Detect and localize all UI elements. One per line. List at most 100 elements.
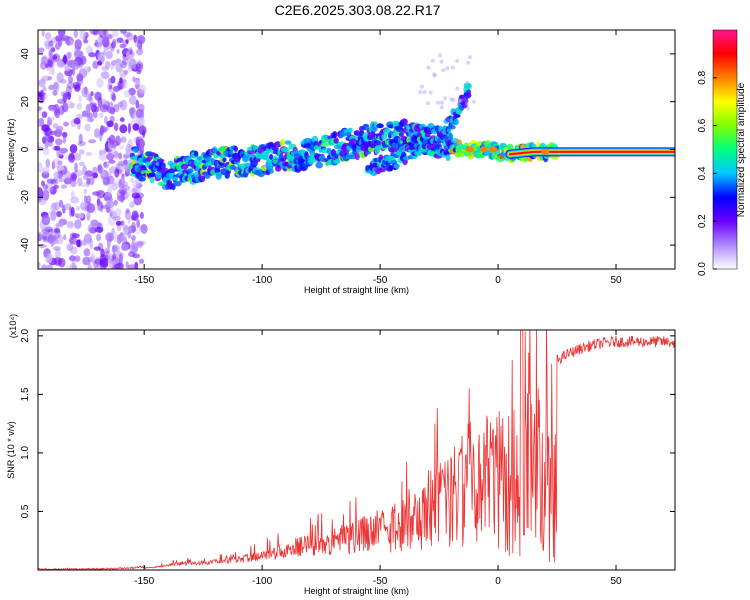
faint-blob	[467, 55, 472, 60]
noise-blob	[124, 172, 129, 177]
noise-blob	[38, 162, 43, 173]
ridge-blob	[275, 164, 282, 172]
ridge-blob	[271, 146, 279, 151]
noise-blob	[41, 56, 51, 61]
noise-blob	[119, 43, 127, 49]
faint-blob	[465, 106, 470, 111]
noise-blob	[93, 128, 101, 139]
noise-blob	[114, 38, 120, 45]
noise-blob	[80, 202, 86, 210]
noise-blob	[91, 104, 97, 113]
noise-blob	[115, 135, 121, 146]
noise-blob	[38, 146, 44, 152]
noise-blob	[47, 234, 57, 242]
noise-blob	[104, 61, 111, 69]
noise-blob	[86, 212, 91, 219]
colorbar-tick-label: 0.6	[697, 118, 708, 132]
noise-blob	[77, 140, 86, 147]
noise-blob	[71, 233, 80, 239]
noise-blob	[111, 182, 118, 191]
noise-blob	[42, 91, 48, 100]
noise-blob	[85, 170, 93, 178]
noise-blob	[56, 60, 65, 68]
noise-blob	[70, 190, 75, 200]
noise-blob	[85, 111, 89, 122]
x-tick-label: 50	[610, 275, 622, 286]
faint-blob	[443, 96, 448, 101]
noise-blob	[86, 203, 96, 214]
noise-blob	[127, 185, 131, 196]
ridge-blob	[205, 156, 213, 163]
noise-blob	[120, 136, 127, 143]
faint-blob	[445, 66, 450, 71]
noise-blob	[105, 50, 113, 60]
noise-blob	[105, 207, 111, 213]
ridge-blob	[146, 156, 153, 162]
noise-blob	[50, 178, 59, 185]
noise-blob	[41, 189, 50, 201]
noise-blob	[109, 85, 112, 90]
ridge-blob	[376, 123, 384, 129]
faint-blob	[450, 65, 455, 70]
noise-blob	[47, 178, 57, 184]
faint-blob	[465, 80, 470, 85]
noise-blob	[93, 91, 101, 101]
ridge-blob	[375, 144, 383, 151]
noise-blob	[112, 244, 116, 254]
noise-blob	[108, 134, 116, 145]
noise-blob	[103, 30, 109, 38]
faint-blob	[426, 101, 431, 106]
x-tick-label: 50	[610, 576, 622, 587]
faint-blob	[464, 101, 469, 106]
y-tick-label: -40	[20, 237, 31, 252]
noise-blob	[119, 69, 127, 78]
noise-blob	[68, 154, 76, 163]
noise-blob	[42, 166, 50, 174]
ridge-blob	[268, 168, 274, 174]
noise-blob	[110, 60, 117, 66]
noise-blob	[92, 172, 98, 179]
noise-blob	[112, 85, 121, 92]
heatmap-marks	[38, 30, 675, 269]
noise-blob	[53, 82, 59, 90]
noise-blob	[88, 256, 97, 263]
noise-blob	[41, 54, 47, 64]
faint-blob	[466, 60, 471, 65]
noise-blob	[127, 264, 137, 269]
noise-blob	[38, 200, 47, 206]
noise-blob	[99, 112, 104, 119]
y-multiplier-label: (x10⁴)	[8, 314, 18, 338]
faint-blob	[426, 65, 431, 70]
noise-blob	[131, 210, 139, 221]
noise-blob	[69, 178, 77, 188]
noise-blob	[78, 161, 85, 166]
x-tick-label: 0	[495, 275, 501, 286]
noise-blob	[53, 184, 59, 189]
noise-blob	[98, 151, 107, 162]
noise-blob	[81, 241, 90, 246]
noise-blob	[113, 122, 119, 132]
noise-blob	[104, 115, 108, 125]
noise-blob	[66, 39, 70, 45]
faint-blob	[458, 98, 463, 103]
noise-blob	[126, 32, 134, 41]
noise-blob	[116, 49, 120, 54]
noise-blob	[121, 177, 126, 184]
faint-blob	[455, 86, 460, 91]
noise-blob	[135, 109, 143, 119]
faint-blob	[438, 53, 443, 58]
noise-blob	[112, 253, 116, 260]
noise-blob	[106, 200, 111, 206]
noise-blob	[55, 222, 64, 228]
noise-blob	[119, 77, 123, 84]
noise-blob	[48, 40, 54, 47]
noise-blob	[44, 226, 54, 232]
ridge-blob	[280, 147, 290, 153]
noise-blob	[125, 208, 130, 214]
noise-blob	[42, 235, 47, 240]
ridge-blob	[466, 89, 472, 95]
noise-blob	[139, 240, 147, 246]
noise-blob	[130, 241, 136, 250]
ridge-blob	[347, 127, 353, 133]
